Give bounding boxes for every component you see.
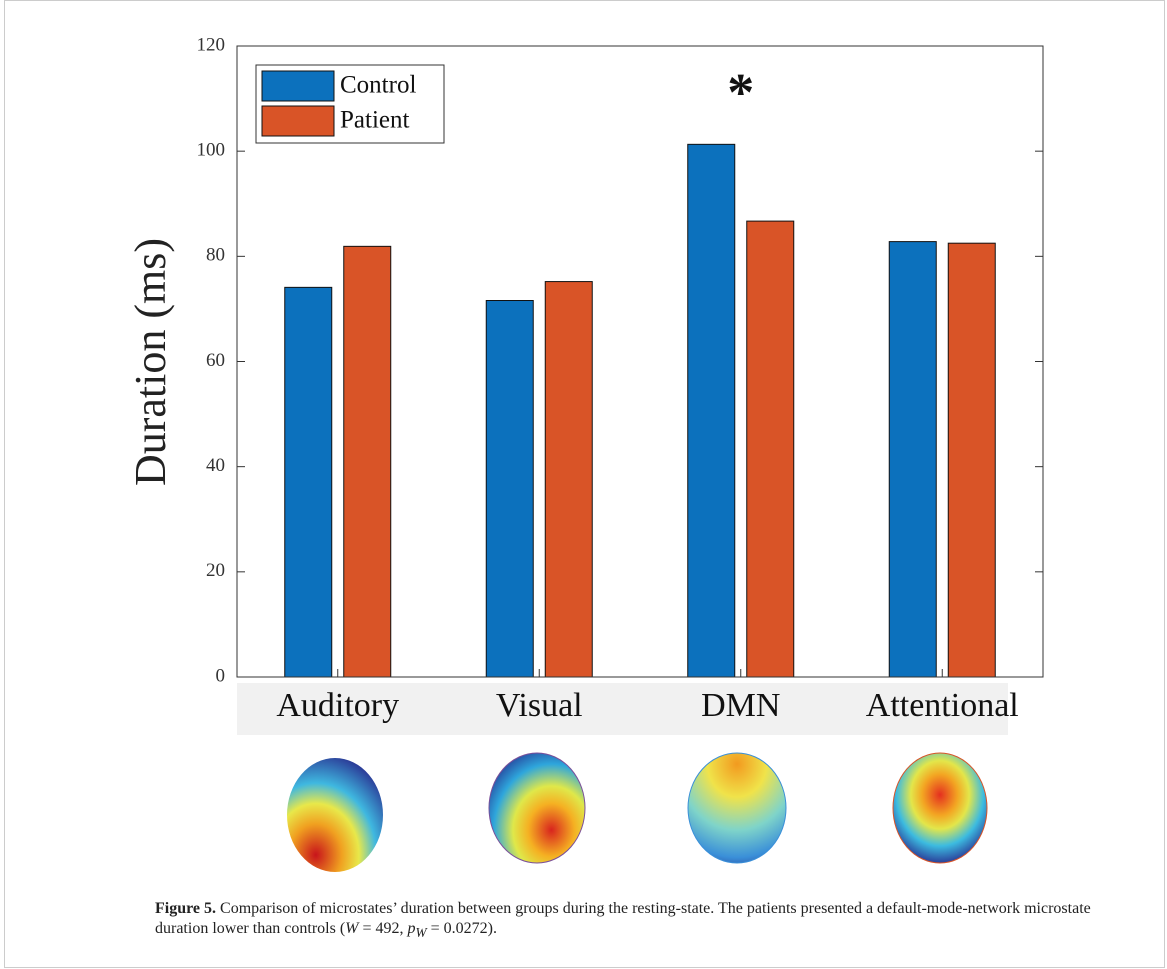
bar [747,221,794,677]
page: Duration (ms) 0 20 40 60 80 100 120 Auditory Vis… [0,0,1167,969]
bar [285,287,332,677]
caption-text: W [416,925,427,940]
bar [344,246,391,677]
caption-text: p [408,920,416,937]
bar [688,144,735,677]
x-tick-label: Auditory [276,687,399,724]
y-axis-label: Duration (ms) [126,238,175,486]
caption-text: = 0.0272). [427,920,497,937]
caption: Figure 5. Comparison of microstates’ dur… [155,899,1115,943]
y-tick-label: 20 [206,560,225,581]
x-tick-label: Visual [496,687,583,724]
scalp-map [489,753,585,863]
scalp-map [893,753,987,863]
caption-text: = 492, [359,920,408,937]
y-tick-label: 100 [197,140,226,161]
bar [889,242,936,677]
legend-label: Patient [340,107,409,134]
legend-swatch [262,71,334,101]
bar [486,301,533,677]
y-tick-label: 80 [206,245,225,266]
x-tick-label: DMN [701,687,780,724]
y-tick-label: 120 [197,34,226,55]
caption-text: W [345,920,358,937]
y-tick-label: 0 [216,665,226,686]
bar [545,282,592,677]
scalp-map [287,758,383,872]
bar [948,243,995,677]
caption-text: Comparison of microstates’ duration betw… [155,900,1091,937]
legend-swatch [262,106,334,136]
annotation: * [727,62,754,122]
caption-label: Figure 5. [155,900,216,917]
y-tick-label: 40 [206,455,225,476]
scalp-map [688,753,786,863]
y-tick-label: 60 [206,350,225,371]
legend-label: Control [340,72,416,99]
chart: Duration (ms) 0 20 40 60 80 100 120 Auditory Vis… [0,0,1167,969]
x-tick-label: Attentional [866,687,1019,724]
